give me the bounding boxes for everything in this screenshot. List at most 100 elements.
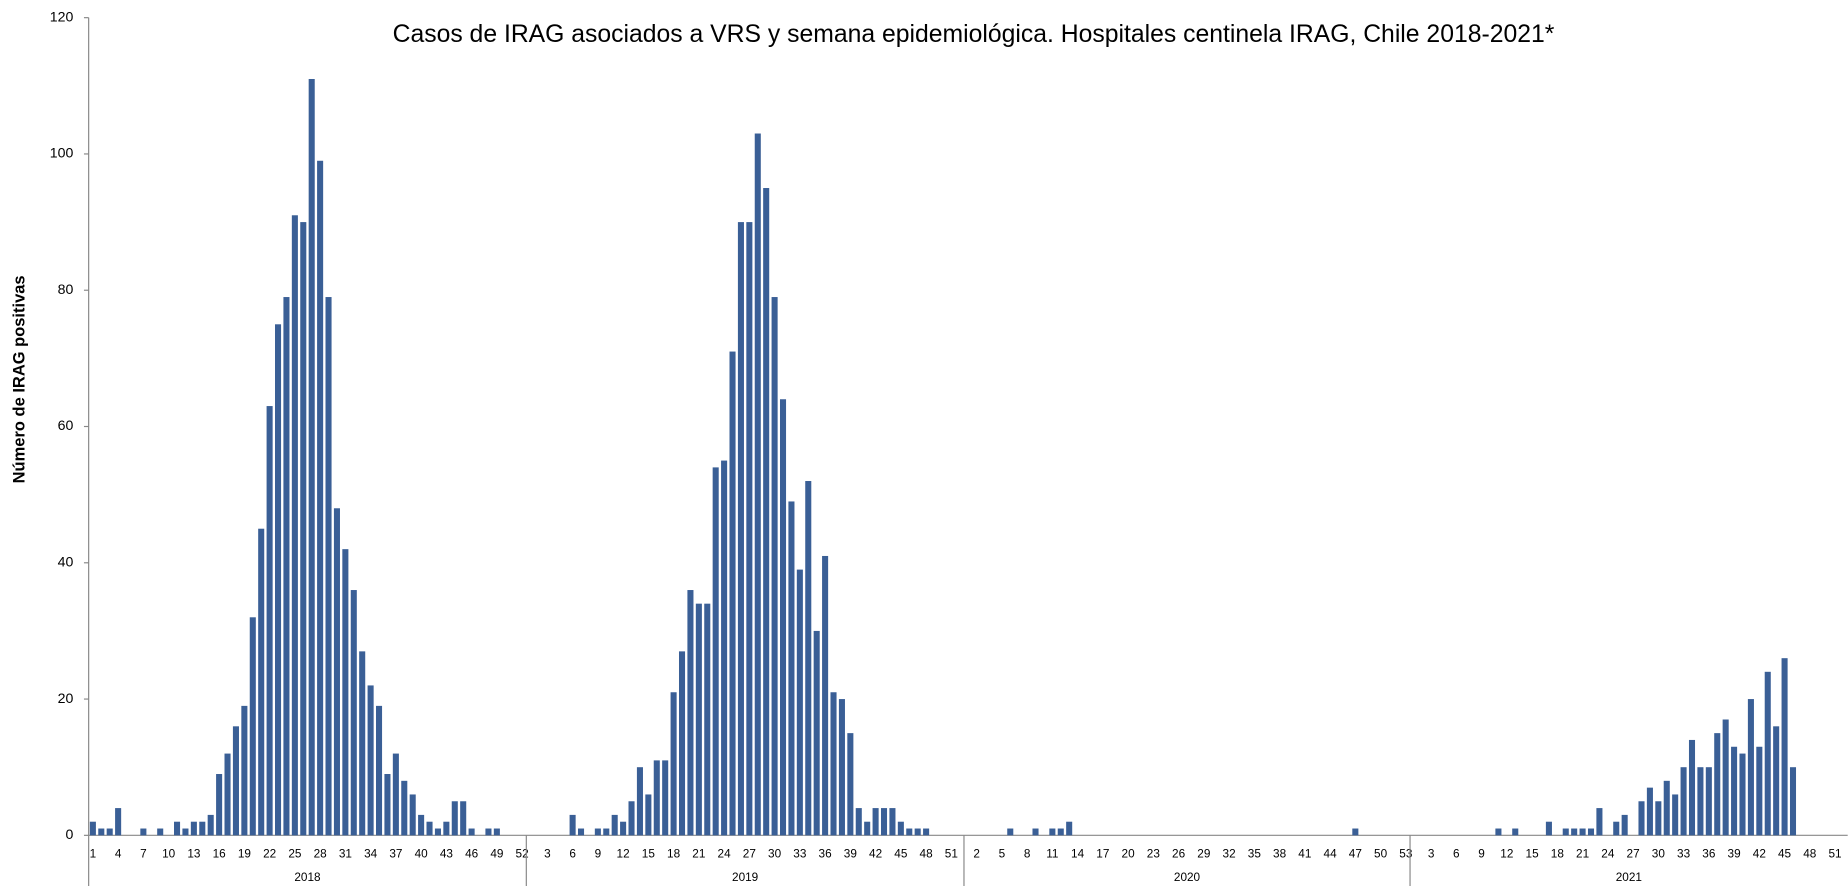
bar xyxy=(796,569,803,836)
bar xyxy=(880,808,888,836)
bar xyxy=(1545,821,1552,836)
bar xyxy=(249,617,256,836)
x-tick-label: 6 xyxy=(1453,847,1460,860)
bar xyxy=(291,215,298,836)
x-tick-label: 24 xyxy=(1601,847,1615,860)
bar xyxy=(1057,828,1064,836)
x-tick-label: 22 xyxy=(263,847,276,860)
bar xyxy=(872,808,879,836)
x-tick-label: 10 xyxy=(162,847,176,860)
bar xyxy=(493,828,500,836)
bar xyxy=(106,828,113,836)
bar xyxy=(897,821,904,836)
x-tick-label: 42 xyxy=(1753,847,1766,860)
bar xyxy=(409,794,416,836)
x-tick-label: 7 xyxy=(140,847,147,860)
x-tick-label: 27 xyxy=(743,847,756,860)
bar xyxy=(695,603,702,836)
y-tick-label: 60 xyxy=(58,417,74,433)
bar xyxy=(258,528,265,836)
bar xyxy=(1731,746,1738,836)
bar xyxy=(275,324,282,836)
bar xyxy=(174,821,181,836)
x-tick-label: 8 xyxy=(1024,847,1031,860)
x-tick-label: 50 xyxy=(1374,847,1388,860)
bar xyxy=(687,590,694,836)
x-tick-label: 5 xyxy=(999,847,1006,860)
bar xyxy=(157,828,164,836)
bar xyxy=(1587,828,1595,836)
bar xyxy=(577,828,585,836)
bar xyxy=(350,590,357,836)
x-tick-label: 15 xyxy=(642,847,656,860)
bar xyxy=(746,222,753,836)
bar xyxy=(788,501,795,836)
x-tick-label: 32 xyxy=(1223,847,1236,860)
bar xyxy=(199,821,206,836)
x-tick-label: 35 xyxy=(1248,847,1262,860)
bar xyxy=(864,821,871,836)
x-tick-label: 30 xyxy=(768,847,782,860)
bar xyxy=(594,828,601,836)
bar xyxy=(384,774,391,836)
bar xyxy=(283,297,290,836)
x-tick-label: 3 xyxy=(1428,847,1435,860)
x-tick-label: 51 xyxy=(1829,847,1842,860)
x-tick-label: 52 xyxy=(516,847,529,860)
bar xyxy=(1655,801,1662,836)
x-tick-label: 24 xyxy=(718,847,732,860)
x-tick-label: 47 xyxy=(1349,847,1362,860)
x-tick-label: 18 xyxy=(667,847,681,860)
bar xyxy=(1714,733,1721,836)
bar xyxy=(1663,780,1670,836)
x-tick-label: 46 xyxy=(465,847,479,860)
bar xyxy=(754,133,761,836)
bar xyxy=(737,222,744,836)
bar xyxy=(359,651,366,836)
x-tick-label: 37 xyxy=(389,847,402,860)
bar xyxy=(914,828,921,836)
bar xyxy=(704,603,711,836)
x-tick-label: 38 xyxy=(1273,847,1287,860)
x-tick-label: 36 xyxy=(1702,847,1716,860)
bar xyxy=(1672,794,1679,836)
bar xyxy=(805,481,812,836)
x-tick-label: 2 xyxy=(973,847,980,860)
x-tick-label: 14 xyxy=(1071,847,1085,860)
bar xyxy=(115,808,122,836)
bar xyxy=(1747,699,1754,836)
x-tick-label: 42 xyxy=(869,847,882,860)
bar xyxy=(1032,828,1039,836)
y-tick-label: 120 xyxy=(50,8,74,24)
bar xyxy=(1562,828,1569,836)
bar xyxy=(216,774,223,836)
bar xyxy=(670,692,677,836)
y-tick-label: 0 xyxy=(65,826,73,842)
x-tick-label: 48 xyxy=(1803,847,1817,860)
x-tick-label: 43 xyxy=(440,847,454,860)
bar xyxy=(98,828,105,836)
bar xyxy=(855,808,862,836)
bar xyxy=(1789,767,1797,836)
bar xyxy=(468,828,475,836)
bar xyxy=(923,828,930,836)
x-tick-label: 51 xyxy=(945,847,958,860)
bar xyxy=(569,814,576,836)
bar xyxy=(603,828,610,836)
bar xyxy=(241,705,248,836)
x-tick-label: 15 xyxy=(1526,847,1540,860)
bar xyxy=(418,814,425,836)
bar xyxy=(1495,828,1502,836)
x-tick-label: 12 xyxy=(1500,847,1513,860)
bar xyxy=(779,399,787,836)
year-label: 2021 xyxy=(1616,871,1642,884)
x-tick-label: 17 xyxy=(1096,847,1109,860)
bar xyxy=(1613,821,1620,836)
bar xyxy=(451,801,458,836)
bar xyxy=(317,160,324,836)
x-tick-label: 26 xyxy=(1172,847,1186,860)
bar xyxy=(628,801,635,836)
bar xyxy=(485,828,492,836)
bar xyxy=(1579,828,1586,836)
